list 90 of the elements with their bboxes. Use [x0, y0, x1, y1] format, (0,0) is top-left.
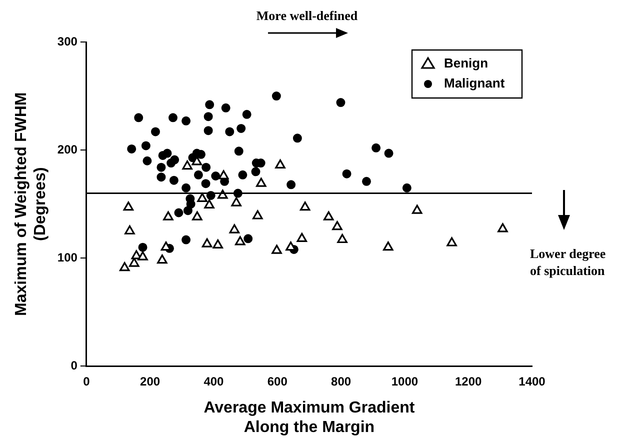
- point: [383, 242, 394, 251]
- point: [225, 127, 234, 136]
- point: [168, 113, 178, 122]
- point: [272, 92, 281, 101]
- point: [236, 124, 246, 133]
- point: [134, 113, 144, 122]
- point: [323, 211, 334, 220]
- point: [157, 254, 168, 264]
- x-tick-label: 800: [331, 374, 352, 389]
- y-tick-label: 100: [57, 250, 78, 264]
- point: [156, 162, 166, 172]
- point: [197, 192, 208, 202]
- y-tick-label: 300: [57, 34, 78, 48]
- x-tick-label: 600: [267, 374, 288, 389]
- point: [218, 170, 229, 180]
- point: [124, 225, 135, 234]
- point: [174, 208, 184, 218]
- x-tick-label: 0: [83, 374, 90, 389]
- point: [192, 156, 202, 166]
- x-axis-title: Average Maximum Gradient Along the Margin: [204, 400, 416, 436]
- point: [129, 258, 140, 267]
- point: [234, 146, 244, 156]
- annotation: Lower degree of spiculation: [530, 246, 606, 278]
- point: [402, 183, 412, 192]
- point: [292, 134, 302, 143]
- point: [127, 144, 136, 154]
- point: [342, 169, 352, 178]
- point: [202, 162, 211, 172]
- point: [337, 234, 348, 244]
- point: [163, 211, 174, 220]
- point: [192, 211, 202, 220]
- x-tick-label: 1000: [391, 374, 418, 389]
- point: [201, 179, 210, 188]
- point: [384, 148, 394, 158]
- point: [296, 232, 308, 242]
- point: [162, 148, 172, 158]
- point: [169, 176, 178, 185]
- x-tick-label: 1200: [454, 374, 482, 389]
- point: [251, 167, 260, 176]
- point: [272, 244, 282, 254]
- point: [138, 251, 148, 260]
- point: [204, 199, 214, 208]
- point: [229, 224, 240, 234]
- point: [412, 204, 422, 214]
- text: More well-defined: [256, 8, 358, 23]
- point: [123, 202, 134, 211]
- point: [204, 112, 213, 122]
- point: [332, 220, 342, 230]
- point: [286, 180, 296, 190]
- point: [372, 143, 381, 152]
- point: [211, 172, 220, 181]
- point: [204, 126, 213, 136]
- point: [141, 141, 150, 150]
- y-tick-label: 200: [57, 142, 78, 156]
- point: [119, 262, 130, 272]
- point: [498, 223, 508, 232]
- y-tick-label: 0: [70, 358, 78, 373]
- point: [256, 178, 266, 187]
- point: [212, 239, 223, 248]
- legend-label: Benign: [444, 56, 488, 71]
- y-axis-title: Maximum of Weighted FWHM (Degrees): [13, 92, 50, 316]
- point: [170, 155, 180, 164]
- point: [182, 116, 191, 126]
- point: [138, 242, 148, 252]
- point: [362, 176, 371, 186]
- point: [242, 110, 252, 119]
- point: [183, 206, 192, 216]
- point: [194, 170, 203, 180]
- point: [202, 238, 212, 248]
- point: [182, 160, 192, 170]
- point: [244, 234, 253, 244]
- point: [252, 210, 263, 220]
- point: [221, 103, 230, 112]
- point: [446, 237, 457, 246]
- point: [238, 170, 248, 180]
- point: [182, 183, 191, 192]
- x-tick-label: 200: [140, 374, 160, 389]
- point: [336, 98, 346, 108]
- point: [205, 100, 214, 110]
- x-tick-label: 400: [204, 374, 224, 389]
- x-tick-label: 1400: [518, 374, 546, 389]
- legend-label: Malignant: [444, 76, 506, 91]
- point: [150, 127, 160, 136]
- point: [235, 236, 246, 246]
- point: [300, 202, 310, 211]
- point: [231, 197, 242, 206]
- point: [142, 156, 152, 166]
- point: [275, 159, 286, 168]
- point: [156, 172, 166, 182]
- point: [182, 235, 191, 244]
